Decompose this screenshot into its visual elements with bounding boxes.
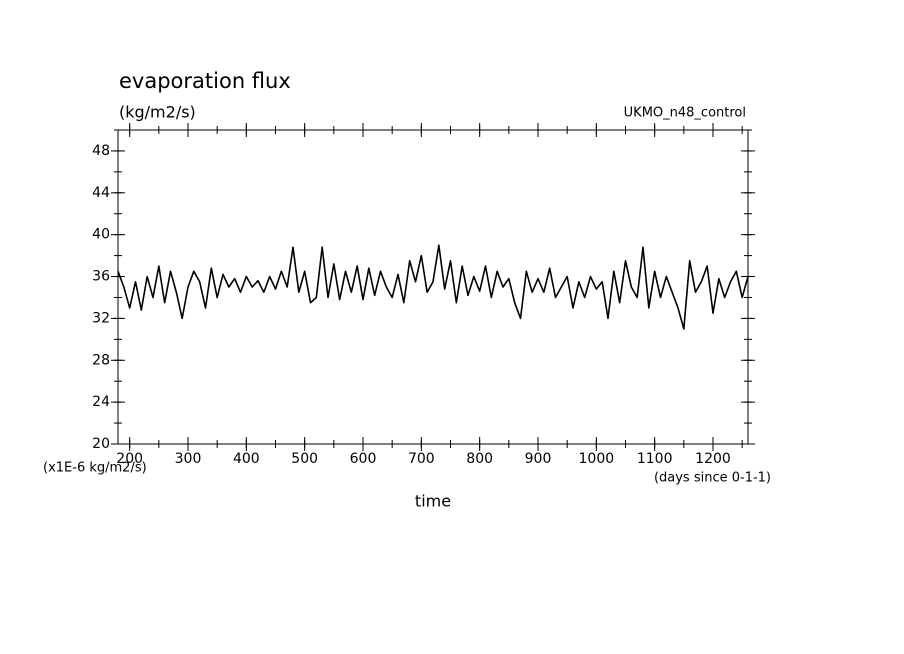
- x-tick-label: 1200: [695, 451, 731, 467]
- y-axis-units: (x1E-6 kg/m2/s): [43, 461, 147, 476]
- y-tick-label: 48: [92, 143, 110, 159]
- x-tick-label: 1100: [637, 451, 673, 467]
- x-tick-label: 900: [525, 451, 552, 467]
- x-tick-label: 1000: [579, 451, 615, 467]
- x-tick-label: 500: [291, 451, 318, 467]
- chart-title: evaporation flux: [119, 69, 291, 93]
- plot-frame: [117, 129, 749, 445]
- chart-subtitle: (kg/m2/s): [119, 103, 196, 122]
- x-tick-label: 700: [408, 451, 435, 467]
- x-tick-label: 200: [116, 451, 143, 467]
- y-tick-label: 28: [92, 352, 110, 368]
- y-tick-label: 36: [92, 269, 110, 285]
- y-tick-label: 20: [92, 436, 110, 452]
- y-tick-label: 32: [92, 310, 110, 326]
- x-tick-label: 400: [233, 451, 260, 467]
- x-tick-label: 600: [350, 451, 377, 467]
- annotation: UKMO_n48_control: [624, 106, 746, 121]
- x-axis-title: time: [415, 492, 451, 511]
- x-tick-label: 300: [175, 451, 202, 467]
- x-tick-label: 800: [466, 451, 493, 467]
- y-tick-label: 44: [92, 185, 110, 201]
- y-tick-label: 24: [92, 394, 110, 410]
- y-tick-label: 40: [92, 227, 110, 243]
- x-axis-units: (days since 0-1-1): [654, 471, 771, 486]
- data-line: [117, 244, 749, 330]
